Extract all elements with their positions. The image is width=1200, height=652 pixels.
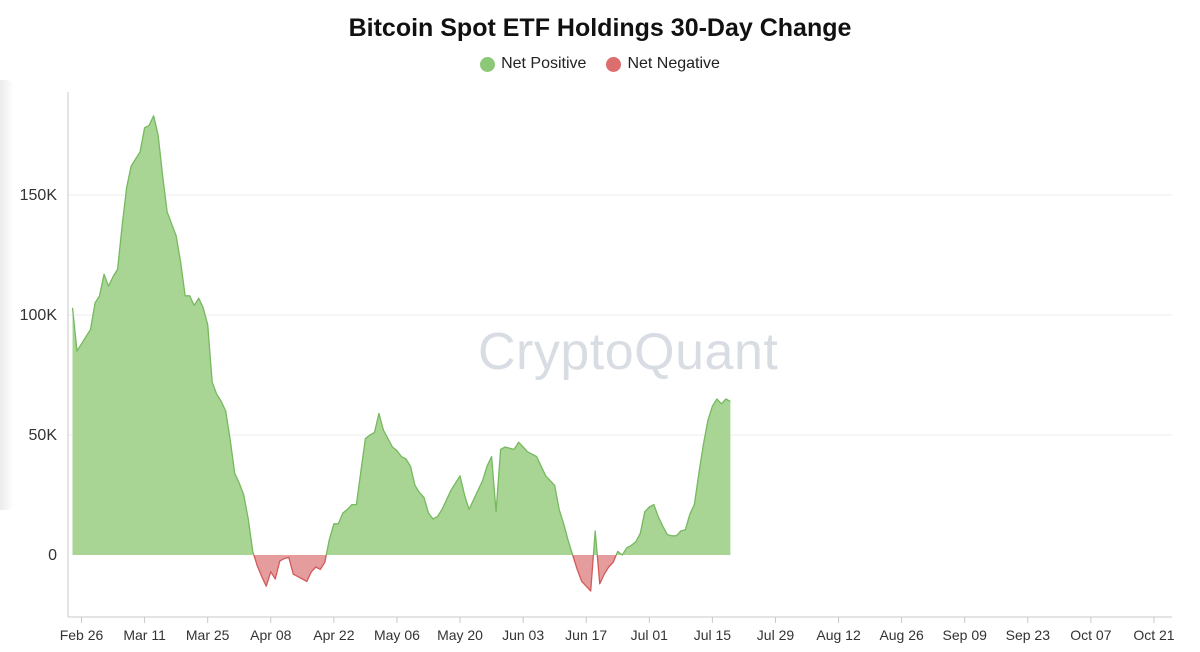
positive-area-6	[616, 399, 731, 555]
legend-positive-dot-icon	[480, 56, 496, 72]
legend-negative-label: Net Negative	[627, 55, 720, 72]
x-tick-label-13: Aug 26	[879, 627, 924, 643]
x-tick-label-9: Jul 01	[631, 627, 669, 643]
x-tick-label-7: Jun 03	[502, 627, 544, 643]
legend-item-positive[interactable]: Net Positive	[480, 55, 586, 73]
x-tick-label-4: Apr 22	[313, 627, 354, 643]
legend-positive-label: Net Positive	[501, 55, 587, 72]
x-tick-label-14: Sep 09	[943, 627, 988, 643]
x-tick-label-17: Oct 21	[1133, 627, 1174, 643]
x-tick-label-10: Jul 15	[694, 627, 732, 643]
positive-line-6	[615, 398, 731, 556]
x-tick-label-1: Mar 11	[123, 627, 166, 643]
negative-line-5	[596, 554, 617, 585]
negative-line-1	[253, 554, 327, 587]
x-tick-label-15: Sep 23	[1006, 627, 1051, 643]
y-tick-label-0: 0	[48, 547, 57, 564]
y-tick-label-1: 50K	[29, 427, 58, 444]
area-series	[71, 115, 731, 592]
x-tick-label-6: May 20	[437, 627, 483, 643]
x-tick-label-12: Aug 12	[816, 627, 861, 643]
positive-line-2	[325, 412, 574, 556]
negative-area-3	[572, 555, 594, 591]
x-tick-label-2: Mar 25	[186, 627, 230, 643]
x-tick-label-0: Feb 26	[60, 627, 104, 643]
x-tick-label-16: Oct 07	[1070, 627, 1111, 643]
x-tick-label-3: Apr 08	[250, 627, 291, 643]
x-tick-label-8: Jun 17	[565, 627, 607, 643]
negative-line-3	[572, 554, 595, 592]
x-tick-label-5: May 06	[374, 627, 420, 643]
legend-item-negative[interactable]: Net Negative	[606, 55, 720, 73]
legend-negative-dot-icon	[606, 56, 622, 72]
chart-title: Bitcoin Spot ETF Holdings 30-Day Change	[348, 14, 852, 42]
x-tick-label-11: Jul 29	[757, 627, 795, 643]
positive-line-4	[592, 530, 598, 556]
y-tick-label-2: 100K	[20, 307, 58, 324]
left-edge-shadow	[0, 80, 14, 510]
chart-legend: Net Positive Net Negative	[0, 55, 1200, 73]
y-tick-label-3: 150K	[20, 187, 58, 204]
positive-area-0	[72, 115, 254, 556]
positive-line-0	[71, 115, 255, 556]
